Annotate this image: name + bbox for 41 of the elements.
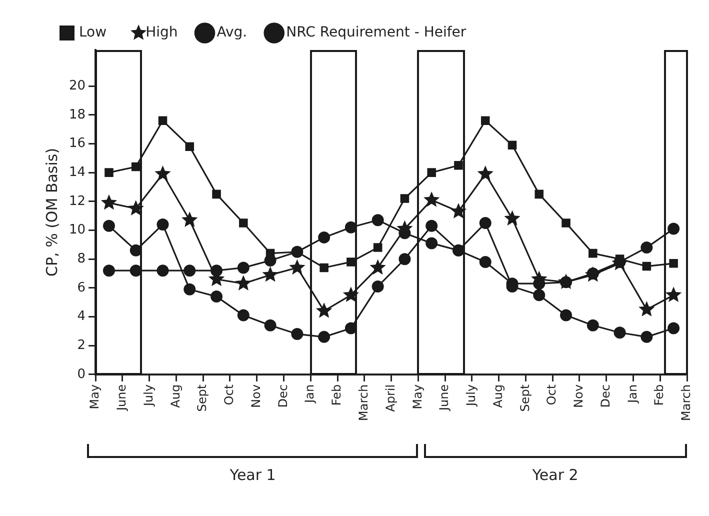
x-tick-label: June xyxy=(114,384,129,412)
x-tick-label: March xyxy=(679,384,694,422)
x-tick-label: Feb xyxy=(330,384,344,406)
x-tick-label: Oct xyxy=(544,384,559,406)
x-tick-label: Jan xyxy=(625,384,640,404)
x-tick-label: Nov xyxy=(248,384,263,408)
legend-label: NRC Requirement - Heifer xyxy=(286,24,466,41)
x-tick-label: April xyxy=(383,384,398,412)
text: Year 2 xyxy=(532,466,578,484)
y-tick-label: 12 xyxy=(68,194,86,209)
y-tick-label: 20 xyxy=(68,78,86,94)
x-tick-label: Dec xyxy=(276,384,290,408)
x-tick-label: July xyxy=(141,384,156,408)
y-tick-label: 14 xyxy=(68,164,86,180)
x-tick-label: Aug xyxy=(168,384,182,408)
y-tick-label: 10 xyxy=(68,222,86,238)
text: Year 1 xyxy=(230,466,276,484)
x-tick-label: May xyxy=(88,384,102,410)
y-tick-label: 18 xyxy=(68,107,86,122)
x-tick-label: Sept xyxy=(518,384,532,412)
x-tick-label: May xyxy=(410,384,424,410)
y-tick-label: 2 xyxy=(77,338,86,353)
x-tick-label: July xyxy=(464,384,478,408)
y-tick-label: 0 xyxy=(77,366,86,382)
x-tick-label: Feb xyxy=(652,384,666,406)
x-tick-label: Aug xyxy=(490,384,505,408)
x-tick-label: Jan xyxy=(302,384,317,404)
x-tick-label: June xyxy=(437,384,452,412)
x-tick-label: March xyxy=(356,384,371,422)
y-tick-label: 16 xyxy=(68,136,86,152)
legend-label: Low xyxy=(79,24,107,41)
x-tick-label: Sept xyxy=(195,384,210,412)
y-tick-label: 4 xyxy=(77,309,86,324)
legend-label: Avg. xyxy=(216,24,248,41)
y-axis-title: CP, % (OM Basis) xyxy=(42,148,61,276)
x-tick-label: Oct xyxy=(222,384,236,406)
x-tick-label: Dec xyxy=(598,384,612,408)
y-tick-label: 6 xyxy=(77,280,86,296)
legend-label: High xyxy=(146,24,178,41)
y-tick-label: 8 xyxy=(77,251,86,266)
x-tick-label: Nov xyxy=(572,384,586,408)
